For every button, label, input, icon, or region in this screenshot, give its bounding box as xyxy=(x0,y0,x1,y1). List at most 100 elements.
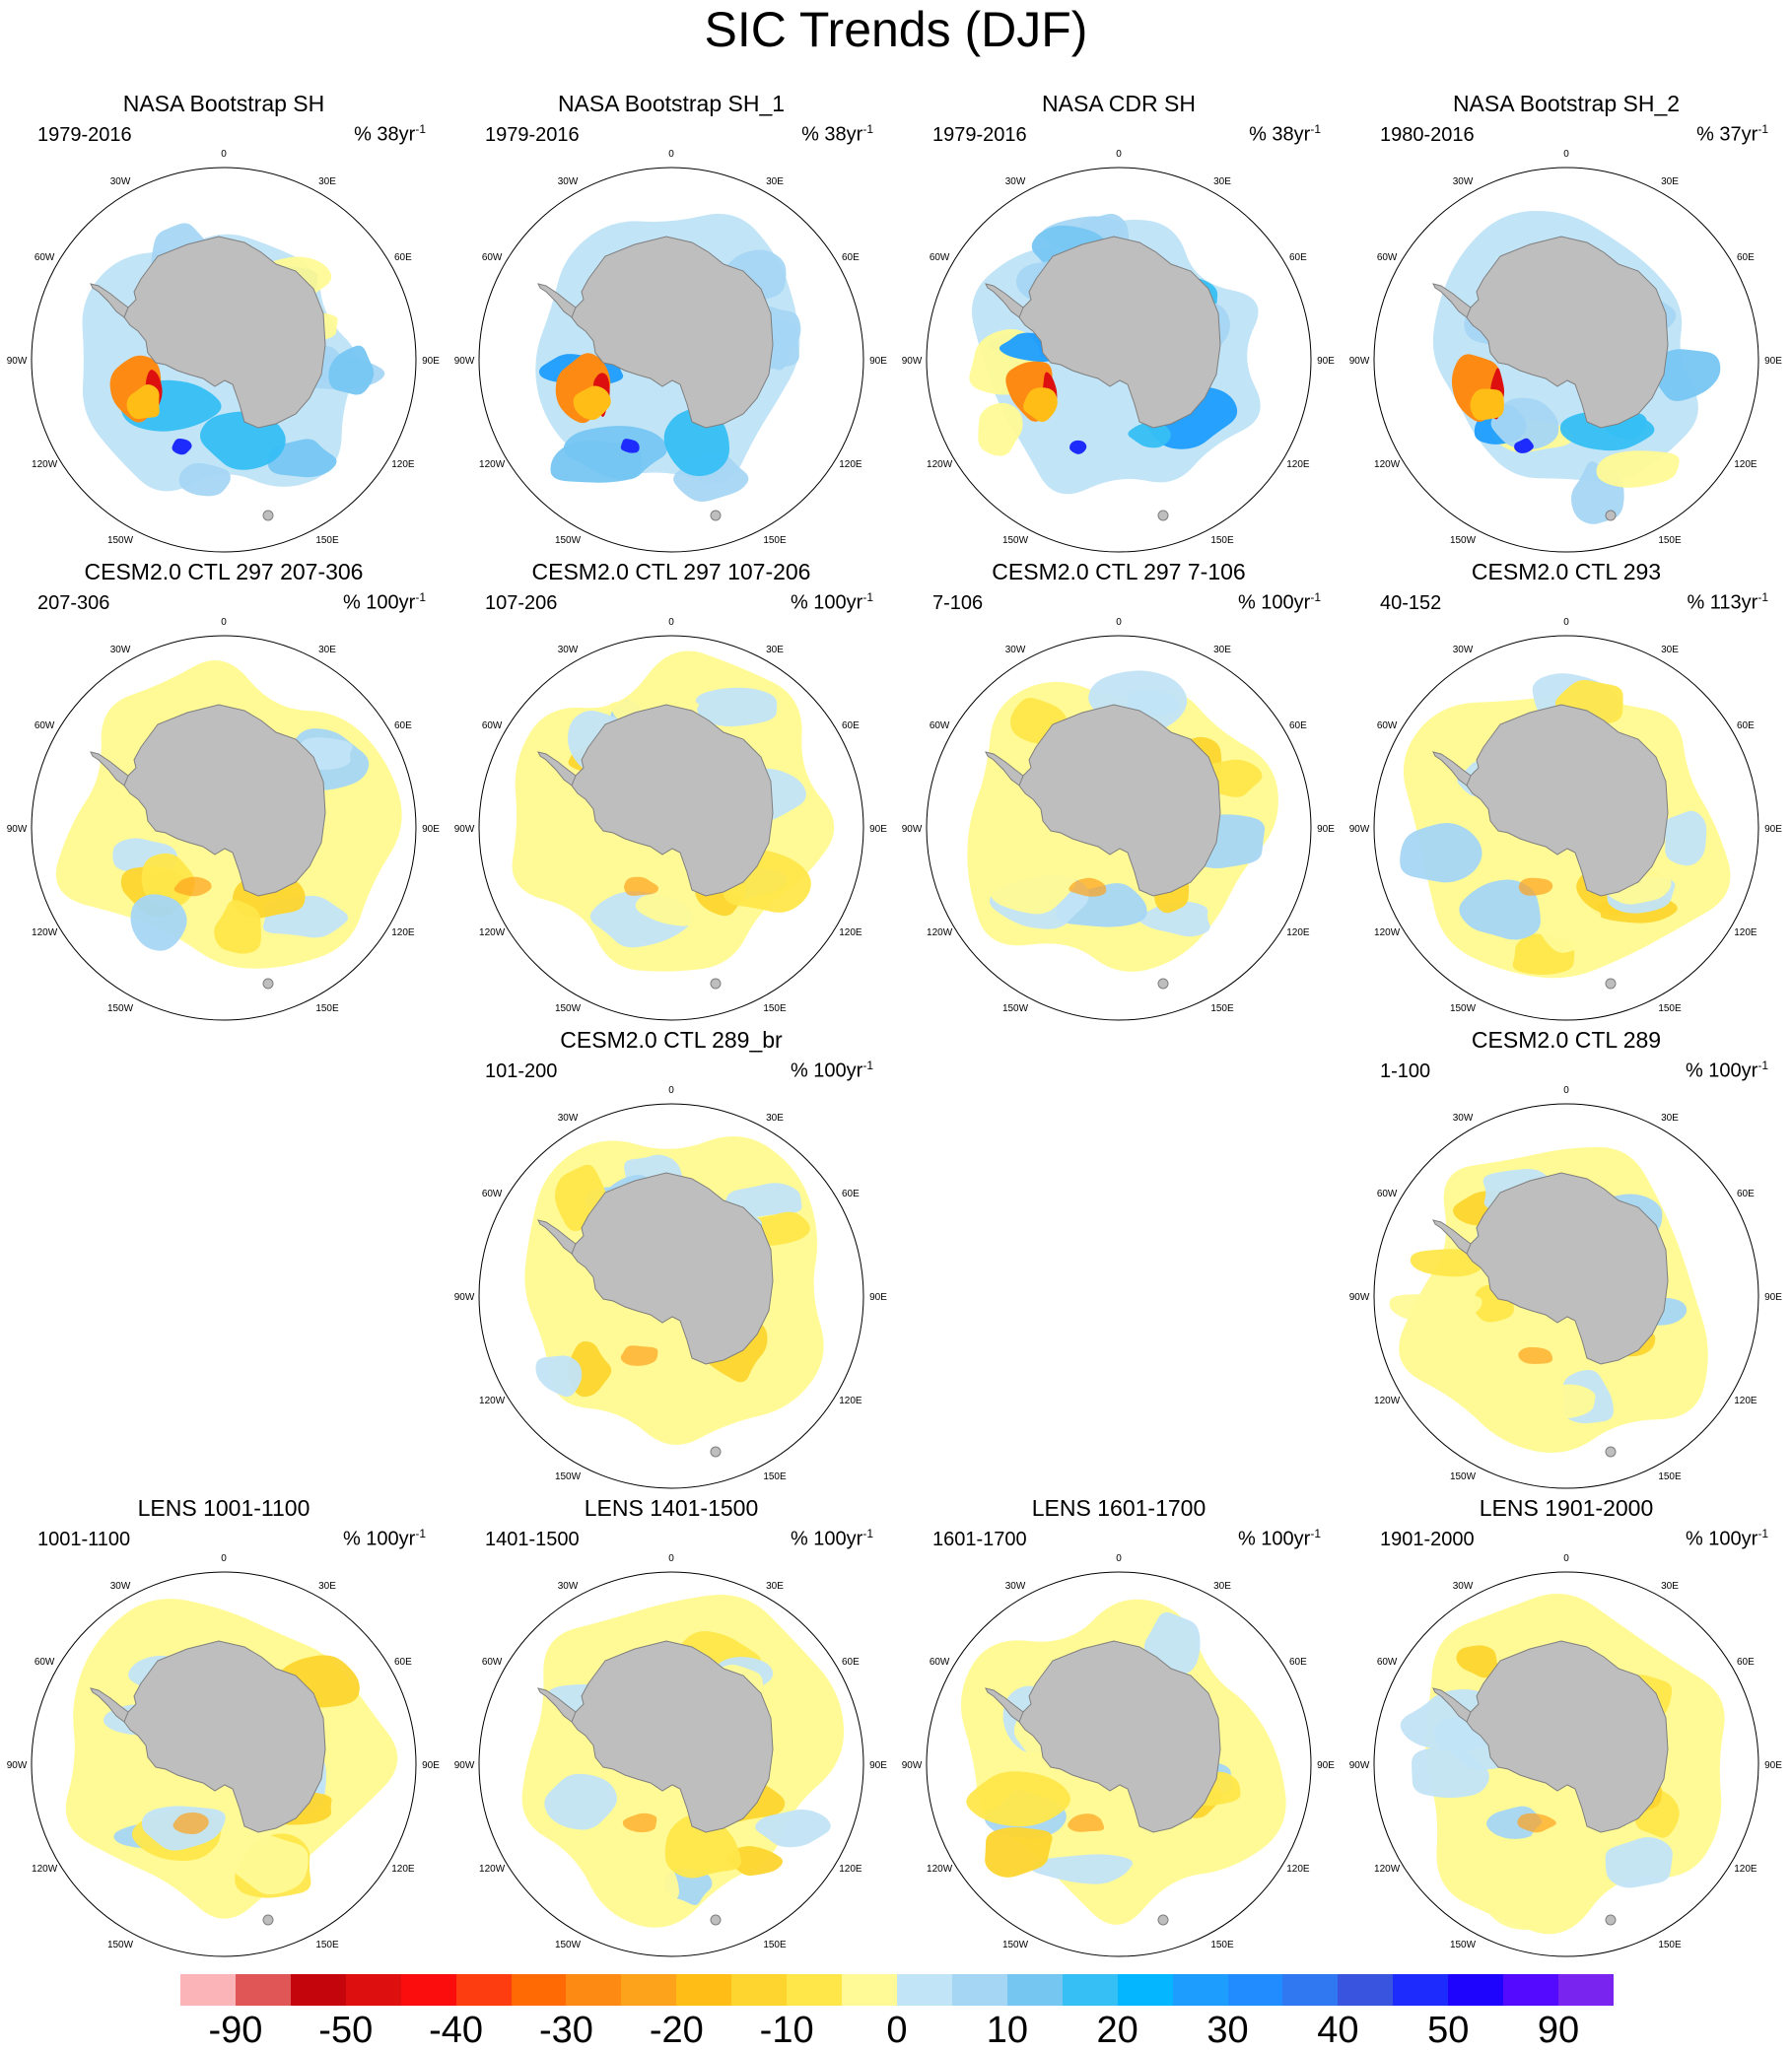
antarctica-landmass xyxy=(1466,236,1669,429)
panel-units: % 100yr-1 xyxy=(790,1527,873,1550)
map-boundary xyxy=(1373,1571,1759,1957)
south-america-tip xyxy=(480,1603,512,1638)
panel-years: 1979-2016 xyxy=(485,124,580,146)
longitude-label: 60W xyxy=(1377,1657,1398,1668)
longitude-label: 60E xyxy=(1737,252,1755,263)
trend-region xyxy=(178,462,231,497)
colorbar-labels: -90 -50 -40 -30 -20 -10 0 10 20 30 40 50 90 xyxy=(0,2009,1792,2052)
trend-hotspot xyxy=(620,439,640,453)
longitude-label: 150W xyxy=(1450,1940,1477,1950)
antarctica-landmass xyxy=(1018,1640,1221,1833)
polar-map: 030E60E90E120E150E180150W120W90W60W30W xyxy=(7,1553,440,1957)
panel-title: NASA Bootstrap SH_1 xyxy=(557,91,786,116)
longitude-label: 0 xyxy=(1563,1085,1569,1096)
colorbar-tick-label: 40 xyxy=(1317,2010,1359,2051)
longitude-label: 120E xyxy=(1734,1864,1758,1875)
antarctic-peninsula xyxy=(537,1687,577,1723)
longitude-label: 30W xyxy=(1453,1581,1474,1592)
longitude-label: 120E xyxy=(1734,927,1758,938)
panel-years: 7-106 xyxy=(932,592,984,614)
panel-years: 1979-2016 xyxy=(932,124,1027,146)
trend-region xyxy=(966,1771,1070,1827)
antarctica-landmass xyxy=(123,236,326,429)
colorbar-swatch xyxy=(842,1974,897,2006)
colorbar-swatch xyxy=(1503,1974,1559,2006)
colorbar-tick-label: -50 xyxy=(318,2010,374,2051)
south-america-tip xyxy=(1375,198,1407,234)
trend-region xyxy=(1400,1688,1501,1751)
longitude-label: 30W xyxy=(1005,1581,1026,1592)
trend-region xyxy=(1456,1645,1498,1678)
polar-map: 030E60E90E120E150E180150W120W90W60W30W xyxy=(902,1553,1335,1957)
antarctica-landmass xyxy=(571,704,774,897)
longitude-label: 90W xyxy=(1349,1292,1370,1303)
longitude-label: 150W xyxy=(1450,1003,1477,1014)
longitude-label: 30E xyxy=(766,176,784,187)
longitude-label: 30W xyxy=(1005,176,1026,187)
longitude-label: 60E xyxy=(1737,1657,1755,1668)
panel-years: 1901-2000 xyxy=(1380,1529,1475,1550)
panel-years: 1-100 xyxy=(1380,1060,1431,1082)
panel-title: NASA Bootstrap SH_2 xyxy=(1452,91,1681,116)
polar-map: 030E60E90E120E150E180150W120W90W60W30W xyxy=(1349,617,1782,1021)
panel-units: % 100yr-1 xyxy=(342,590,426,614)
longitude-label: 150W xyxy=(1002,1940,1029,1950)
map-boundary xyxy=(1373,635,1759,1021)
colorbar-swatch xyxy=(511,1974,567,2006)
map-boundary xyxy=(926,635,1312,1021)
longitude-label: 60E xyxy=(842,1189,860,1199)
panel-title: CESM2.0 CTL 289 xyxy=(1471,1027,1662,1053)
colorbar-swatch xyxy=(1117,1974,1173,2006)
panel-units: % 100yr-1 xyxy=(790,1059,873,1082)
trend-region xyxy=(1490,397,1559,449)
trend-region xyxy=(1030,1854,1134,1884)
longitude-label: 30E xyxy=(1661,1113,1679,1124)
map-boundary xyxy=(478,1103,864,1489)
figure-title: SIC Trends (DJF) xyxy=(704,2,1088,57)
panel-units: % 100yr-1 xyxy=(342,1527,426,1550)
trend-region xyxy=(726,1846,784,1877)
longitude-label: 60E xyxy=(1289,252,1307,263)
map-boundary xyxy=(31,635,417,1021)
colorbar-swatch xyxy=(566,1974,622,2006)
colorbar-swatch xyxy=(400,1974,456,2006)
map-panel-lens-1001-1100: LENS 1001-1100 1001-1100 % 100yr-1 0 30E 60E 9… xyxy=(0,1493,448,1960)
longitude-label: 120W xyxy=(32,927,58,938)
panel-years: 1001-1100 xyxy=(37,1529,131,1550)
antarctic-peninsula xyxy=(1432,751,1472,787)
colorbar-tick-label: -30 xyxy=(538,2010,593,2051)
trend-region xyxy=(1389,1293,1482,1323)
longitude-label: 60E xyxy=(1737,720,1755,731)
colorbar-swatch xyxy=(455,1974,512,2006)
trend-region xyxy=(989,847,1076,915)
longitude-label: 60E xyxy=(842,1657,860,1668)
longitude-label: 30W xyxy=(110,176,131,187)
antarctic-peninsula xyxy=(537,1219,577,1255)
panel-title: LENS 1901-2000 xyxy=(1479,1495,1654,1521)
longitude-label: 90E xyxy=(1317,824,1335,835)
trend-region xyxy=(544,1773,617,1830)
trend-region xyxy=(1605,1837,1673,1888)
trend-region xyxy=(232,1834,309,1895)
longitude-label: 120E xyxy=(1286,459,1310,470)
longitude-label: 120W xyxy=(927,927,953,938)
longitude-label: 150E xyxy=(1658,1471,1682,1482)
longitude-label: 60W xyxy=(1377,1189,1398,1199)
trend-region xyxy=(664,1814,741,1879)
trend-region xyxy=(1137,901,1210,937)
trend-region xyxy=(1596,450,1680,488)
south-america-tip xyxy=(928,198,959,234)
longitude-label: 120E xyxy=(1734,1396,1758,1406)
colorbar-swatch xyxy=(787,1974,843,2006)
colorbar-swatch xyxy=(1448,1974,1504,2006)
antarctica-landmass xyxy=(1466,704,1669,897)
trend-region xyxy=(1485,1855,1575,1931)
longitude-label: 90W xyxy=(902,1760,923,1771)
antarctica-landmass xyxy=(571,1172,774,1365)
longitude-label: 90W xyxy=(1349,356,1370,367)
longitude-label: 90E xyxy=(422,824,440,835)
longitude-label: 30W xyxy=(1453,645,1474,655)
trend-region xyxy=(1559,411,1655,451)
trend-hotspot xyxy=(126,383,160,420)
longitude-label: 60E xyxy=(1737,1189,1755,1199)
